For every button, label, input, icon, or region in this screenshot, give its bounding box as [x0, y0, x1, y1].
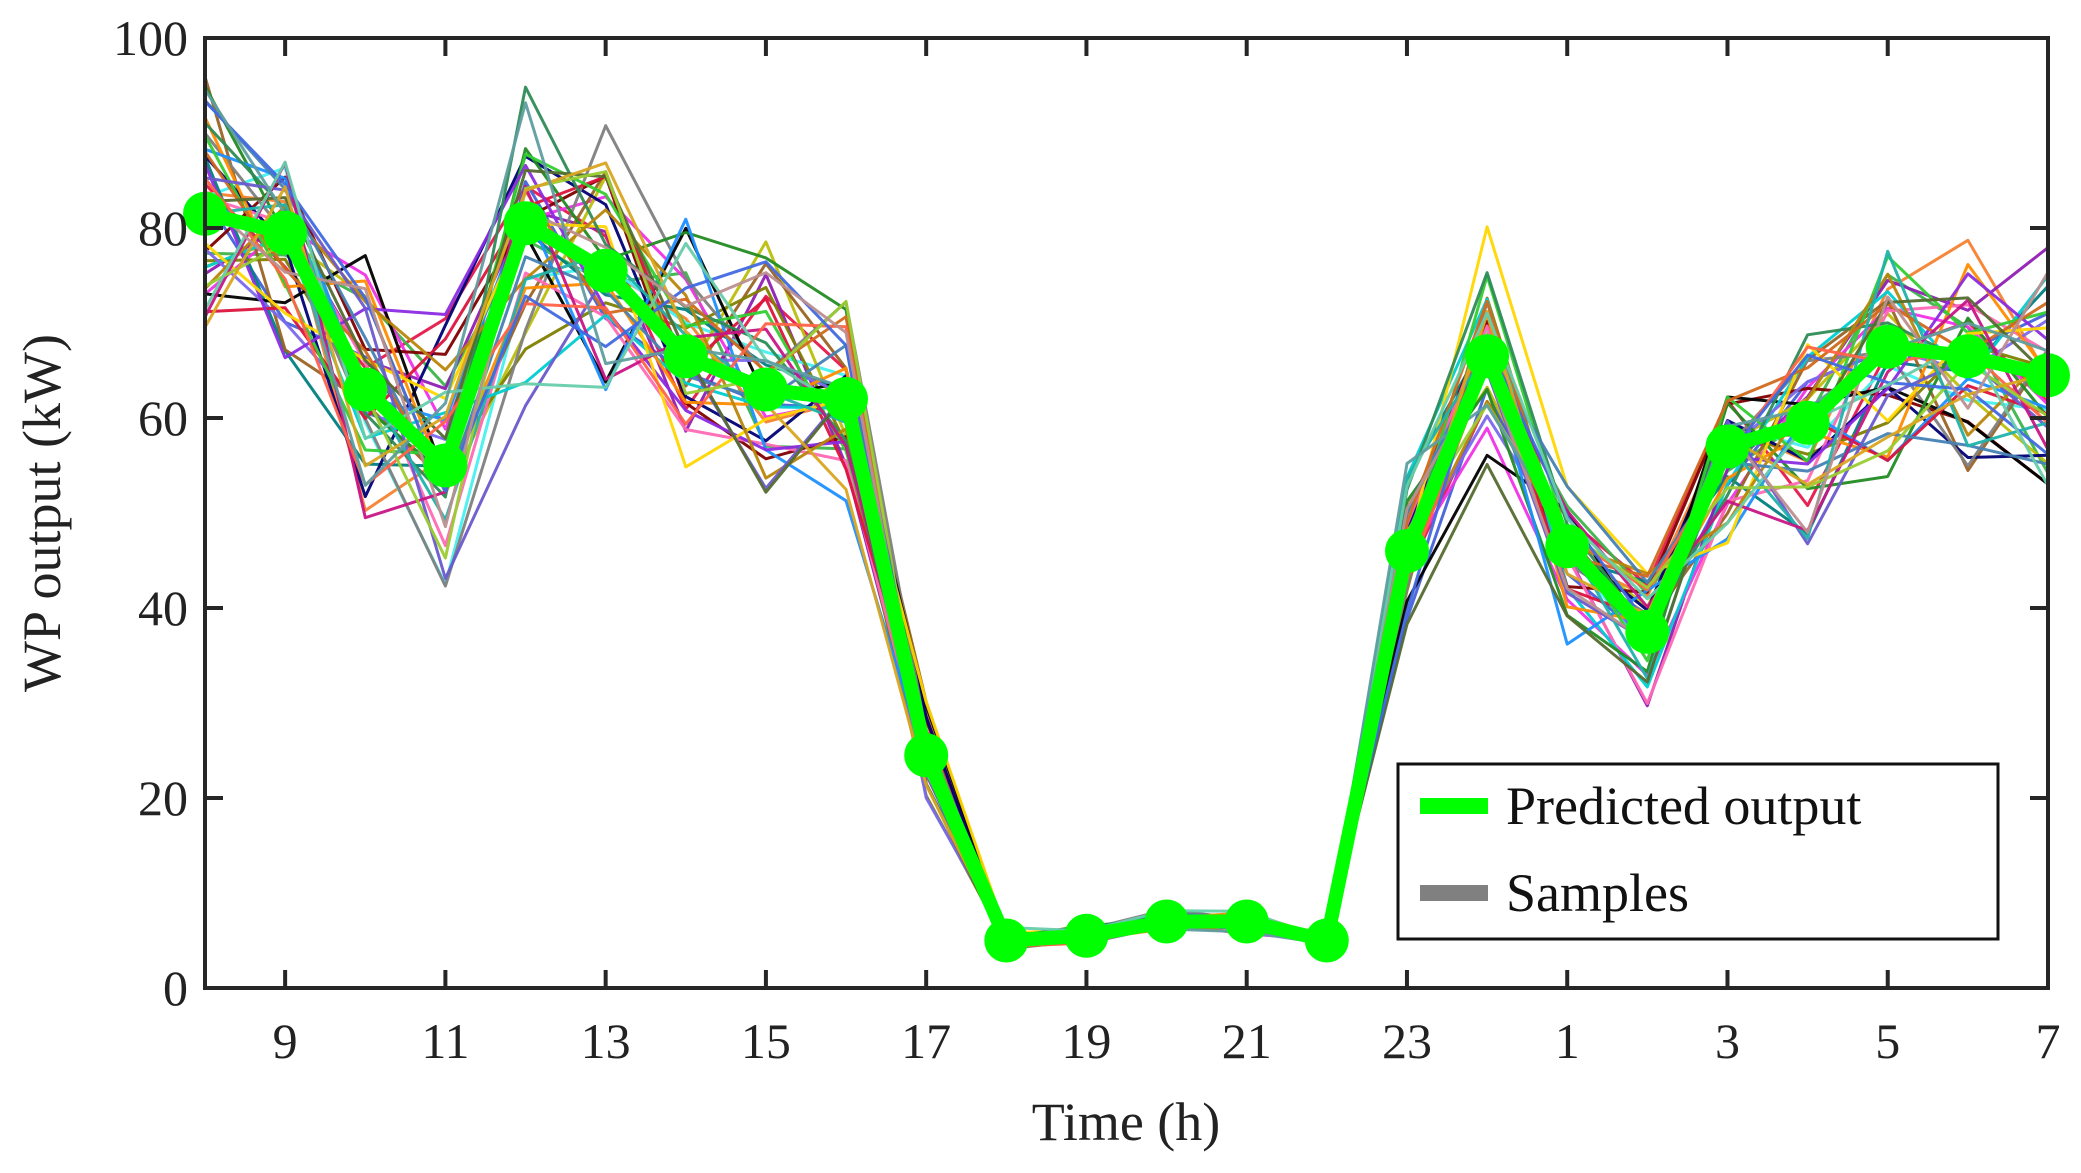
predicted-point [743, 367, 788, 412]
x-tick-label: 19 [1061, 1013, 1111, 1069]
x-tick-label: 23 [1382, 1013, 1432, 1069]
predicted-point [1144, 899, 1189, 944]
x-tick-label: 17 [901, 1013, 951, 1069]
predicted-point [824, 377, 868, 421]
x-tick-label: 3 [1715, 1013, 1740, 1069]
y-tick-label: 60 [138, 390, 188, 446]
predicted-point [1385, 529, 1429, 573]
predicted-point [343, 367, 388, 412]
sample-line-38 [203, 160, 2050, 942]
predicted-point [1224, 899, 1269, 944]
x-tick-label: 13 [581, 1013, 631, 1069]
predicted-series [183, 191, 2070, 963]
predicted-point [1304, 918, 1349, 963]
x-tick-label: 1 [1555, 1013, 1580, 1069]
predicted-point [1625, 609, 1670, 654]
x-axis-label: Time (h) [1032, 1092, 1221, 1152]
predicted-point [1545, 524, 1590, 569]
predicted-point [1865, 324, 1910, 369]
predicted-point [1945, 334, 1990, 379]
x-tick-label: 7 [2036, 1013, 2061, 1069]
x-tick-label: 15 [741, 1013, 791, 1069]
predicted-point [263, 210, 308, 255]
x-tick-label: 5 [1875, 1013, 1900, 1069]
predicted-point [663, 334, 708, 379]
x-tick-label: 21 [1222, 1013, 1272, 1069]
predicted-point [904, 733, 949, 778]
predicted-point [984, 918, 1029, 963]
predicted-point [1705, 424, 1750, 469]
y-axis-label: WP output (kW) [12, 334, 72, 692]
legend-label-predicted: Predicted output [1506, 776, 1861, 836]
predicted-point [423, 443, 468, 488]
x-tick-label: 9 [273, 1013, 298, 1069]
y-tick-label: 40 [138, 580, 188, 636]
predicted-point [1064, 913, 1109, 958]
y-tick-label: 80 [138, 200, 188, 256]
predicted-point [503, 201, 548, 246]
axis-ticks [205, 36, 2050, 990]
plot-frame [203, 36, 2050, 990]
x-tick-labels: 9 11 13 15 17 19 21 23 1 3 5 7 [273, 1013, 2061, 1069]
legend: Predicted output Samples [1396, 762, 2000, 941]
predicted-point [1465, 334, 1510, 379]
predicted-point [583, 248, 628, 293]
legend-label-samples: Samples [1506, 863, 1689, 923]
x-tick-label: 11 [421, 1013, 469, 1069]
y-tick-label: 0 [163, 960, 188, 1016]
y-tick-labels: 0 20 40 60 80 100 [113, 10, 188, 1016]
predicted-point [1785, 400, 1830, 445]
y-tick-label: 100 [113, 10, 188, 66]
y-tick-label: 20 [138, 770, 188, 826]
legend-box [1396, 762, 2000, 941]
